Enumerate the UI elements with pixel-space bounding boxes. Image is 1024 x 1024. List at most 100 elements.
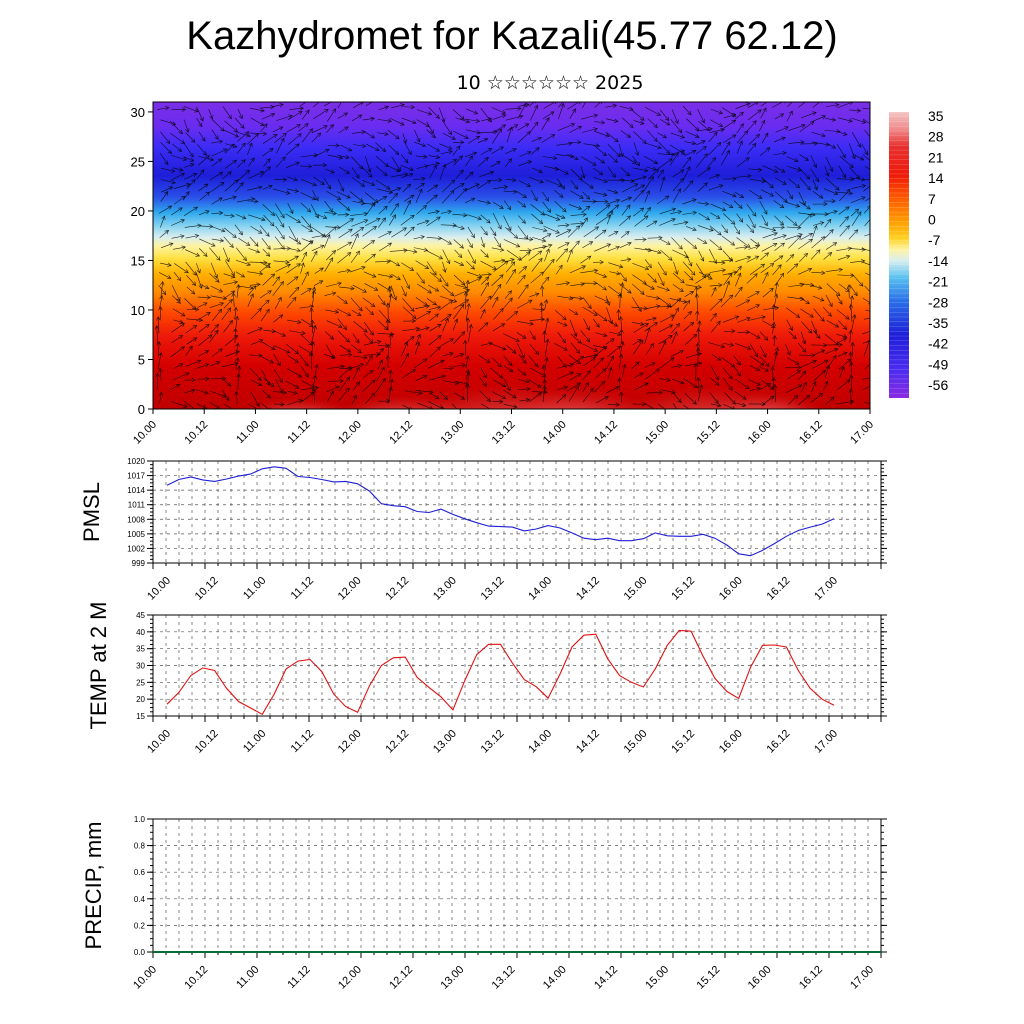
wind-vector-head: [780, 168, 786, 173]
wind-vector-head: [853, 229, 859, 234]
wind-vector: [605, 295, 610, 306]
wind-vector-head: [383, 205, 388, 211]
wind-vector: [787, 190, 793, 200]
wind-vector-head: [332, 226, 337, 231]
wind-vector: [723, 114, 736, 119]
wind-vector-head: [309, 240, 314, 245]
wind-vector-head: [286, 246, 291, 251]
wind-vector-head: [679, 380, 685, 385]
wind-vector: [620, 231, 630, 238]
wind-vector-head: [644, 266, 650, 271]
wind-vector: [566, 249, 573, 263]
wind-vector-head: [238, 230, 243, 236]
wind-vector: [708, 142, 722, 156]
wind-vector: [682, 157, 691, 169]
wind-vector: [235, 342, 239, 357]
wind-vector-head: [725, 149, 730, 155]
wind-vector-head: [180, 139, 186, 144]
x-tick-label: 10.12: [182, 964, 210, 992]
wind-vector-head: [423, 154, 428, 159]
wind-vector: [310, 251, 318, 262]
wind-vector-head: [693, 362, 699, 368]
wind-vector-head: [410, 406, 413, 409]
wind-vector: [248, 157, 255, 167]
wind-vector-head: [192, 337, 198, 342]
wind-vector-head: [218, 197, 223, 202]
wind-vector: [390, 203, 399, 216]
wind-vector-head: [696, 327, 701, 333]
wind-vector: [235, 271, 245, 278]
wind-vector-head: [682, 299, 688, 304]
wind-vector-head: [731, 119, 737, 124]
wind-vector-head: [738, 286, 743, 292]
wind-vector: [363, 340, 381, 346]
wind-vector: [708, 174, 720, 179]
wind-vector: [173, 183, 191, 189]
wind-vector-head: [285, 190, 291, 195]
wind-vector: [480, 295, 492, 310]
colorbar-label: 14: [928, 170, 944, 186]
wind-vector: [493, 260, 509, 272]
wind-vector-head: [345, 387, 350, 393]
wind-vector: [695, 273, 711, 284]
wind-vector: [556, 178, 565, 190]
wind-vector-head: [263, 260, 268, 265]
wind-vector-head: [678, 128, 683, 134]
wind-vector: [208, 109, 213, 119]
wind-vector-head: [575, 349, 581, 354]
x-tick-label: 13.12: [479, 728, 507, 756]
wind-vector: [709, 284, 722, 287]
wind-vector-head: [470, 265, 475, 270]
wind-vector: [825, 242, 837, 250]
wind-vector-head: [394, 202, 399, 208]
wind-vector: [797, 238, 813, 250]
wind-vector: [196, 312, 211, 322]
wind-vector-head: [802, 381, 807, 387]
wind-vector: [504, 158, 512, 168]
wind-vector-head: [706, 273, 711, 278]
wind-vector: [554, 189, 564, 198]
wind-vector-head: [396, 276, 401, 281]
wind-vector-head: [202, 302, 208, 307]
wind-vector: [746, 223, 754, 233]
wind-vector-head: [368, 354, 373, 360]
wind-vector: [749, 189, 763, 199]
wind-vector: [826, 142, 836, 149]
wind-vector: [593, 357, 604, 369]
wind-vector-head: [409, 266, 415, 271]
wind-vector: [378, 231, 392, 239]
wind-vector: [439, 391, 448, 400]
wind-vector-head: [501, 110, 507, 115]
wind-vector-head: [538, 168, 543, 173]
wind-vector: [672, 178, 684, 192]
wind-vector: [644, 322, 658, 332]
wind-vector-head: [792, 221, 798, 226]
wind-vector: [798, 268, 812, 275]
wind-vector: [517, 275, 526, 285]
wind-vector: [839, 216, 849, 227]
wind-vector: [749, 332, 761, 339]
wind-vector: [864, 285, 870, 293]
y-tick-label: 1008: [127, 515, 145, 524]
wind-vector-head: [293, 276, 299, 281]
wind-vector: [838, 165, 846, 178]
y-tick-label: 1.0: [134, 815, 146, 824]
wind-vector: [785, 201, 800, 207]
wind-vector: [772, 366, 774, 381]
wind-vector: [749, 343, 759, 358]
wind-vector: [492, 391, 506, 399]
wind-vector-head: [657, 249, 662, 255]
wind-vector: [797, 342, 807, 353]
wind-vector: [336, 241, 352, 251]
wind-vector: [582, 241, 593, 249]
wind-vector: [222, 247, 230, 262]
wind-vector: [391, 104, 405, 109]
wind-vector-head: [786, 351, 791, 356]
wind-vector-head: [486, 397, 491, 402]
wind-vector-head: [269, 359, 274, 364]
wind-vector-head: [773, 168, 779, 173]
wind-vector-head: [824, 380, 829, 386]
wind-vector-head: [449, 366, 454, 371]
wind-vector-head: [503, 185, 509, 190]
wind-vector-head: [829, 167, 834, 172]
